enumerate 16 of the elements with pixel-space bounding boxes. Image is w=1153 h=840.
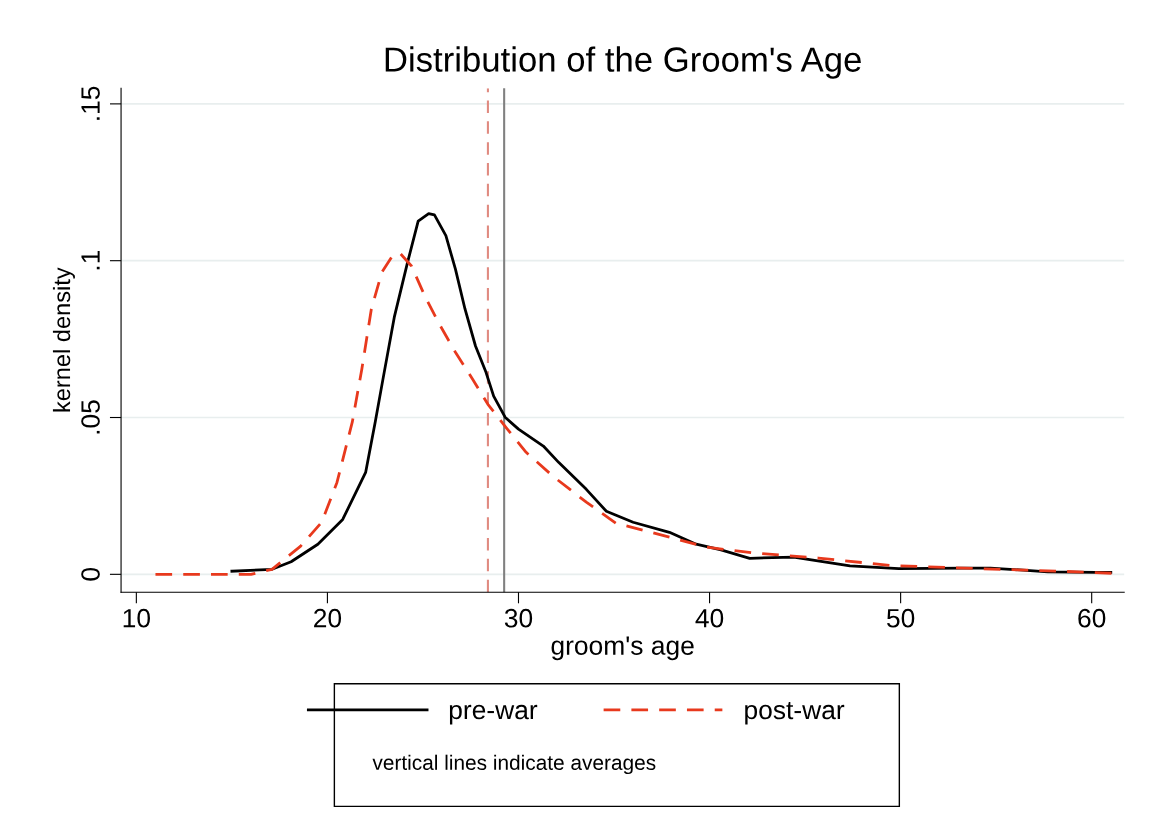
chart-title: Distribution of the Groom's Age — [385, 46, 861, 79]
x-axis-title: groom's age — [551, 636, 694, 661]
x-tick-label: 20 — [314, 608, 342, 628]
x-tick-label: 40 — [695, 608, 724, 628]
legend-label: pre-war — [449, 704, 538, 725]
y-axis-title: kernel density — [52, 267, 75, 412]
y-tick-label: .1 — [81, 250, 100, 270]
y-tick-label: .05 — [81, 400, 100, 434]
y-tick-label: .15 — [81, 86, 100, 120]
x-tick-label: 60 — [1078, 608, 1106, 628]
y-tick-label: 0 — [81, 568, 100, 581]
text: vertical lines indicate averages — [372, 754, 656, 775]
x-tick-label: 50 — [887, 608, 915, 628]
x-tick-label: 30 — [504, 608, 533, 628]
legend-label: post-war — [745, 702, 845, 725]
x-tick-label: 10 — [123, 608, 150, 628]
